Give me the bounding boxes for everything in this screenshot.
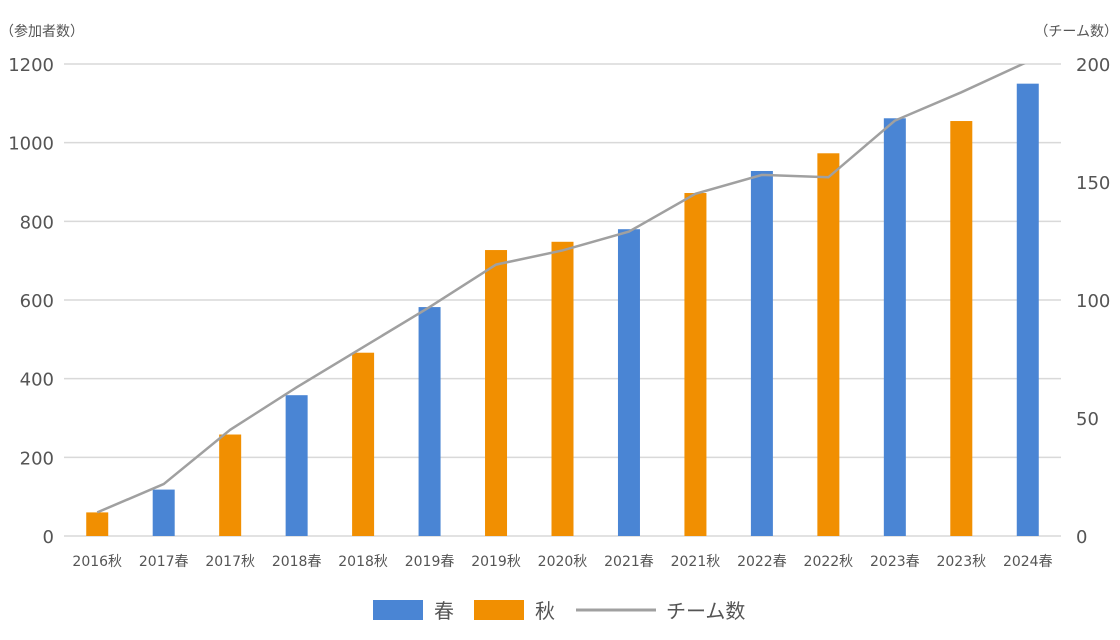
bar-spring-10 (750, 170, 773, 536)
right-tick-label: 100 (1076, 291, 1110, 312)
left-tick-label: 200 (20, 448, 54, 469)
legend-label-spring: 春 (434, 599, 454, 623)
x-tick-label: 2022春 (737, 554, 787, 570)
bar-spring-8 (617, 229, 640, 536)
x-tick-label: 2021春 (604, 554, 654, 570)
bar-autumn-11 (817, 153, 840, 536)
left-tick-label: 800 (20, 212, 54, 233)
left-tick-label: 1000 (8, 134, 54, 155)
legend-label-team-count: チーム数 (666, 599, 745, 623)
x-tick-label: 2022秋 (804, 554, 854, 570)
x-tick-label: 2023秋 (936, 554, 986, 570)
bar-autumn-6 (485, 250, 508, 536)
x-tick-label: 2019秋 (471, 554, 521, 570)
bar-autumn-4 (352, 352, 375, 536)
bars-layer (86, 83, 1039, 537)
right-axis-title: （チーム数） (1034, 24, 1118, 40)
x-tick-label: 2018秋 (338, 554, 388, 570)
bar-autumn-9 (684, 193, 707, 536)
bar-autumn-7 (551, 241, 574, 536)
x-tick-label: 2024春 (1003, 554, 1053, 570)
left-tick-label: 0 (43, 527, 54, 548)
bar-autumn-0 (86, 512, 109, 536)
team-count-line (96, 64, 1026, 514)
bar-spring-5 (418, 307, 441, 536)
line-layer (96, 64, 1026, 514)
legend-label-autumn: 秋 (535, 599, 555, 623)
x-tick-label: 2017秋 (205, 554, 255, 570)
legend-swatch-spring (373, 600, 423, 620)
x-tick-label: 2019春 (405, 554, 455, 570)
legend-swatch-autumn (474, 600, 524, 620)
x-tick-label: 2021秋 (671, 554, 721, 570)
legend: 春 秋 チーム数 (373, 599, 745, 623)
bar-spring-1 (152, 489, 175, 536)
right-tick-label: 0 (1076, 527, 1087, 548)
right-tick-label: 200 (1076, 55, 1110, 76)
bar-autumn-13 (950, 121, 973, 537)
bar-autumn-2 (219, 434, 242, 536)
bar-spring-14 (1016, 83, 1039, 537)
left-tick-label: 600 (20, 291, 54, 312)
x-tick-label: 2017春 (139, 554, 189, 570)
left-tick-label: 1200 (8, 55, 54, 76)
right-tick-label: 150 (1076, 173, 1110, 194)
x-tick-label: 2018春 (272, 554, 322, 570)
x-tick-label: 2020秋 (538, 554, 588, 570)
right-tick-label: 50 (1076, 409, 1099, 430)
bar-spring-3 (285, 395, 308, 536)
bar-spring-12 (883, 118, 906, 536)
axis-layer: 0 200 400 600 800 1000 1200 0 50 100 150 200 2016秋 20… (8, 55, 1110, 570)
x-tick-label: 2023春 (870, 554, 920, 570)
x-tick-label: 2016秋 (72, 554, 122, 570)
left-tick-label: 400 (20, 370, 54, 391)
left-axis-title: （参加者数） (0, 23, 84, 40)
